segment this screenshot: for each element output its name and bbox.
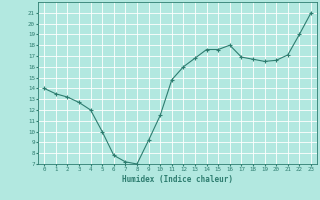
X-axis label: Humidex (Indice chaleur): Humidex (Indice chaleur)	[122, 175, 233, 184]
